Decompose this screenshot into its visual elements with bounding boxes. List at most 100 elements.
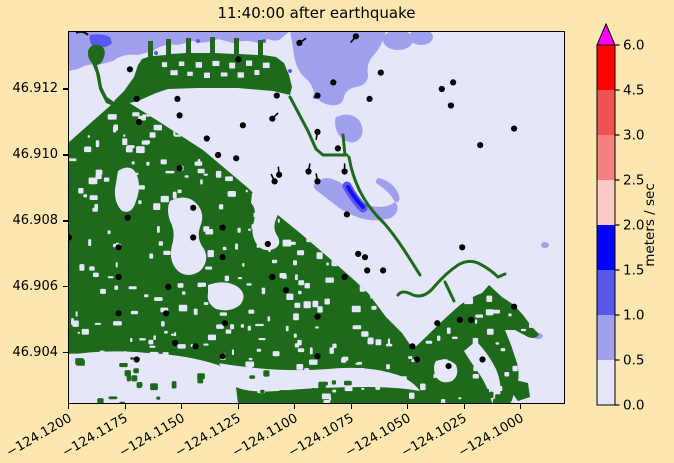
gauge-dot [282, 287, 289, 294]
gauge-dot [190, 204, 197, 211]
gauge-dot [511, 125, 518, 132]
gauge-dot [269, 115, 276, 122]
colorbar-tick-label: 6.0 [623, 38, 644, 54]
gauge-dot [124, 214, 131, 221]
gauge-dot [364, 267, 371, 274]
gauge-dot [468, 316, 475, 323]
x-tickmark [181, 404, 183, 409]
colorbar-tick-label: 4.5 [623, 83, 644, 99]
colorbar-segment [597, 225, 615, 270]
gauge-dot [219, 353, 226, 360]
colorbar-tick-label: 2.5 [623, 173, 644, 189]
gauge-dot [305, 168, 312, 175]
gauge-dot [115, 273, 122, 281]
gauge-dot [438, 85, 445, 93]
colorbar-tick-label: 0.5 [623, 353, 644, 369]
colorbar-tick-label: 2.0 [623, 218, 644, 234]
gauge-dot [296, 39, 303, 46]
gauge-dot [165, 283, 172, 290]
plot-title: 11:40:00 after earthquake [217, 4, 416, 22]
x-tickmark [463, 404, 465, 409]
y-tickmark [62, 220, 68, 222]
x-tickmark [350, 404, 352, 409]
gauge-dot [203, 135, 210, 142]
x-tickmark [68, 404, 70, 409]
gauge-dot [235, 56, 242, 63]
x-tickmark [294, 404, 296, 409]
gauge-dot [314, 313, 321, 320]
colorbar-tick-labels: 0.0 0.5 1.0 1.5 2.0 2.5 3.0 4.5 6.0 [615, 38, 644, 414]
gauge-dot [239, 122, 246, 129]
gauge-dot [450, 79, 457, 86]
high-velocity-patch [89, 34, 112, 48]
gauge-dot [459, 244, 466, 251]
colorbar-segments [597, 45, 615, 405]
map-canvas [68, 31, 565, 404]
marina-breakwater [114, 37, 292, 105]
y-tick-label: 46.908 [12, 213, 59, 228]
y-tickmark [62, 88, 68, 90]
gauge-dot [172, 339, 179, 347]
colorbar-tick-label: 1.5 [623, 263, 644, 279]
gauge-dot [269, 273, 276, 281]
x-tickmark [520, 404, 522, 409]
marina-slips [162, 60, 270, 78]
colorbar-segment [597, 90, 615, 135]
colorbar-tick-label: 0.0 [623, 398, 644, 414]
gauge-dot [115, 310, 122, 317]
colorbar-segment [597, 45, 615, 90]
marsh-islets [75, 357, 521, 404]
x-tickmark [407, 404, 409, 409]
colorbar-over-arrow [596, 22, 616, 46]
gauge-dot [479, 356, 486, 363]
gauge-dot [352, 33, 359, 40]
gauge-dot [377, 69, 384, 76]
gauge-dot [192, 343, 199, 350]
gauge-dot [341, 273, 348, 281]
gauge-dot [176, 165, 183, 172]
gauge-dot [215, 151, 222, 159]
gauge-dot [380, 267, 387, 274]
gauge-dot [133, 356, 140, 363]
y-tickmark [62, 352, 68, 354]
gauge-dot [341, 168, 348, 175]
colorbar-segment [597, 360, 615, 405]
gauge-dot [409, 343, 416, 350]
gauge-dot [511, 303, 518, 310]
gauge-dot [174, 95, 181, 102]
y-tick-label: 46.904 [12, 344, 59, 360]
colorbar-tick-label: 3.0 [623, 128, 644, 144]
gauge-dot [133, 95, 140, 102]
gauge-dot [477, 142, 484, 149]
gauge-dot [330, 79, 337, 86]
gauge-dot [314, 178, 321, 185]
map-axes [68, 31, 565, 404]
gauge-dot [135, 118, 143, 126]
gauge-dot [361, 254, 369, 261]
y-tick-label: 46.912 [12, 81, 59, 96]
x-tickmark [124, 404, 126, 409]
velocity-crescent [375, 178, 400, 203]
gauge-dot [447, 102, 454, 109]
y-tickmark [62, 286, 68, 288]
gauge-dot [176, 112, 183, 119]
gauge-dot [219, 224, 226, 231]
y-tick-label: 46.906 [12, 278, 59, 294]
gauge-dot [126, 66, 133, 73]
gauge-dot [445, 363, 452, 370]
gauge-dot [456, 316, 463, 323]
gauge-dot [355, 250, 362, 257]
colorbar-segment [597, 270, 615, 315]
gauge-dot [413, 356, 421, 363]
colorbar-segment [597, 180, 615, 225]
axes-border [68, 31, 565, 404]
y-tick-label: 46.910 [12, 147, 59, 162]
gauge-dot [163, 310, 170, 317]
gauge-dot [366, 95, 373, 102]
colorbar-segment [597, 315, 615, 360]
gauge-dot [334, 145, 341, 152]
gauge-dot [190, 234, 197, 241]
gauge-dot [264, 240, 271, 248]
y-tickmark [62, 154, 68, 156]
